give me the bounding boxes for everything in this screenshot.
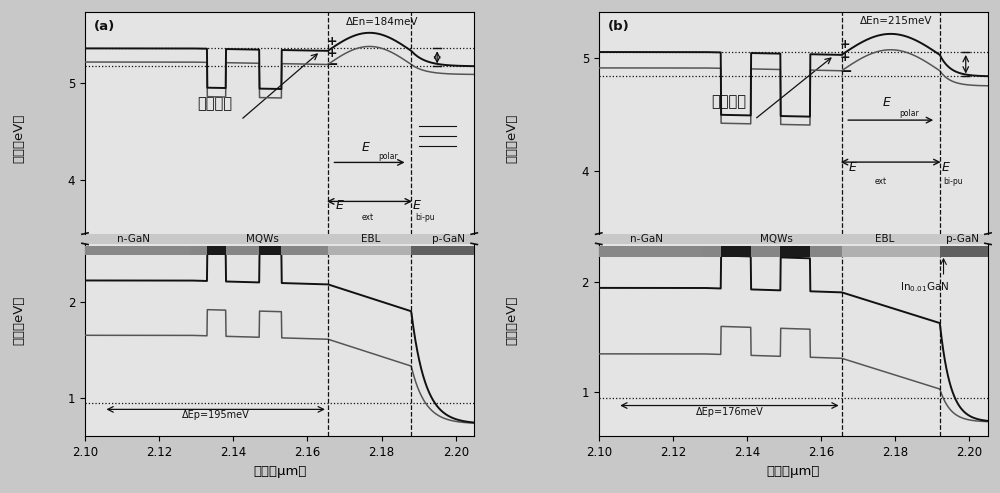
Text: E: E [413,199,421,212]
Bar [207,246,226,255]
Text: ΔEn=215meV: ΔEn=215meV [860,16,933,26]
Text: E: E [883,97,891,109]
Text: (b): (b) [608,20,630,33]
Bar [780,246,810,257]
Text: 能量（eV）: 能量（eV） [12,296,25,345]
Bar [599,246,703,257]
Text: 极化电荷: 极化电荷 [197,96,232,111]
Text: n-GaN: n-GaN [117,234,150,244]
Text: −: − [325,58,338,72]
Text: MQWs: MQWs [246,234,279,244]
Text: +: + [840,37,851,51]
Bar [85,246,328,255]
Text: (a): (a) [94,20,116,33]
Bar [328,246,411,255]
Text: −: − [839,64,852,79]
Bar [85,246,189,255]
Text: E: E [942,161,950,174]
Text: bi-pu: bi-pu [415,213,435,222]
Text: ΔEn=184meV: ΔEn=184meV [346,17,419,27]
Bar [703,246,842,257]
Bar [411,246,474,255]
Text: 能量（eV）: 能量（eV） [12,113,25,163]
Text: +: + [326,35,337,48]
Text: p-GaN: p-GaN [946,234,979,244]
Bar [721,246,751,257]
X-axis label: 位置（μm）: 位置（μm） [253,464,306,478]
Text: E: E [362,141,370,154]
Text: polar: polar [899,108,919,117]
Text: +: + [840,51,851,64]
Text: E: E [335,199,343,212]
Bar [599,246,842,257]
Text: EBL: EBL [875,234,894,244]
Bar [940,246,988,257]
Text: 能量（eV）: 能量（eV） [505,296,518,345]
Text: polar: polar [378,151,398,161]
X-axis label: 位置（μm）: 位置（μm） [767,464,820,478]
Text: ext: ext [875,176,887,186]
Bar [189,246,328,255]
Text: E: E [849,161,857,174]
Text: ext: ext [361,213,373,222]
Text: 能量（eV）: 能量（eV） [505,113,518,163]
Text: bi-pu: bi-pu [944,176,963,186]
Bar [259,246,281,255]
Text: MQWs: MQWs [760,234,793,244]
Text: +: + [326,47,337,60]
Text: 极化电荷: 极化电荷 [711,94,746,109]
Text: p-GaN: p-GaN [432,234,465,244]
Text: EBL: EBL [361,234,380,244]
Text: n-GaN: n-GaN [630,234,663,244]
Text: In$_{0.01}$GaN: In$_{0.01}$GaN [900,280,950,294]
Bar [842,246,940,257]
Text: ΔEp=176meV: ΔEp=176meV [696,407,763,418]
Text: ΔEp=195meV: ΔEp=195meV [182,410,250,420]
